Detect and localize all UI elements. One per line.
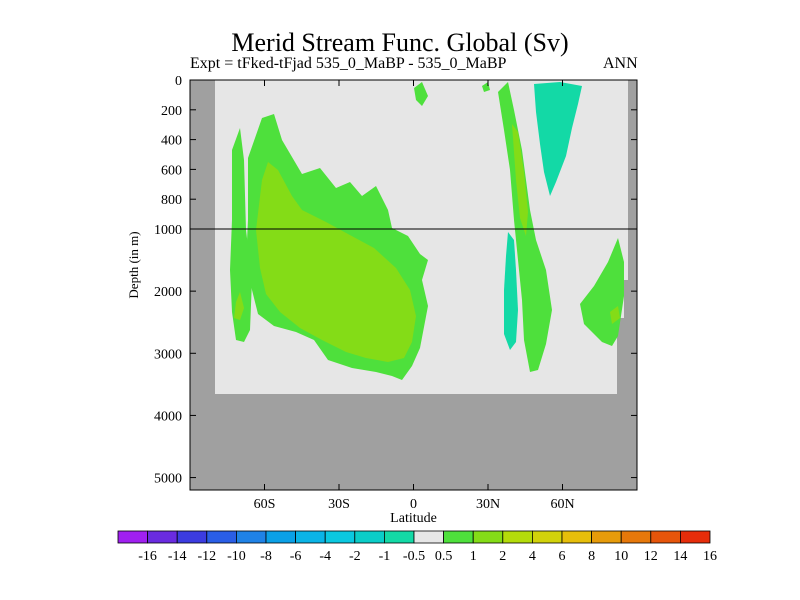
- y-tick-label: 4000: [154, 409, 182, 424]
- colorbar-label: -8: [260, 549, 272, 564]
- y-tick-label: 800: [161, 193, 182, 208]
- land-mask-south: [190, 80, 215, 394]
- colorbar-swatch: [650, 530, 681, 544]
- colorbar-label: -0.5: [403, 549, 425, 564]
- y-tick-label: 600: [161, 163, 182, 178]
- colorbar-swatch: [443, 530, 474, 544]
- colorbar-label: 6: [559, 549, 566, 564]
- colorbar-label: -14: [168, 549, 187, 564]
- contour-south-cell-inner: [256, 162, 416, 362]
- x-tick-label: 60N: [550, 497, 574, 512]
- contour-equator-blob: [414, 82, 428, 106]
- x-axis-label: Latitude: [390, 511, 437, 526]
- chart-subtitle-experiment: Expt = tFked-tFjad 535_0_MaBP - 535_0_Ma…: [190, 55, 507, 72]
- colorbar-label: -16: [138, 549, 157, 564]
- colorbar-label: 10: [614, 549, 628, 564]
- colorbar-swatch: [383, 530, 415, 544]
- contour-far-north-core: [610, 306, 620, 324]
- colorbar-label: -6: [290, 549, 302, 564]
- colorbar-swatch: [117, 530, 149, 544]
- colorbar-label: 0.5: [435, 549, 453, 564]
- y-tick-label: 0: [175, 74, 182, 89]
- chart-subtitle-season: ANN: [603, 55, 638, 72]
- y-axis-label: Depth (in m): [126, 231, 141, 298]
- colorbar-swatch: [176, 530, 208, 544]
- colorbar-swatch: [295, 530, 326, 544]
- colorbar-label: -2: [349, 549, 361, 564]
- colorbar-label: 14: [673, 549, 687, 564]
- y-tick-label: 2000: [154, 285, 182, 300]
- colorbar-swatch: [591, 530, 622, 544]
- colorbar-swatch: [561, 530, 593, 544]
- colorbar-swatch: [265, 530, 297, 544]
- y-tick-label: 5000: [154, 472, 182, 487]
- colorbar-swatch: [620, 530, 652, 544]
- colorbar-label: 16: [703, 549, 717, 564]
- colorbar-label: 12: [644, 549, 658, 564]
- axes: 60S 30S 0 30N 60NLatitude0200400600800100020…: [126, 74, 637, 526]
- y-tick-label: 200: [161, 104, 182, 119]
- colorbar-swatch: [147, 530, 178, 544]
- contour-north-negative-upper: [534, 82, 582, 196]
- colorbar-label: 2: [499, 549, 506, 564]
- colorbar-label: 1: [470, 549, 477, 564]
- colorbar-label: -10: [227, 549, 246, 564]
- colorbar-swatch: [472, 530, 504, 544]
- colorbar-label: -4: [319, 549, 331, 564]
- x-tick-label: 30S: [328, 497, 350, 512]
- colorbar-label: -1: [379, 549, 391, 564]
- x-tick-label: 30N: [476, 497, 500, 512]
- colorbar-swatch: [235, 530, 267, 544]
- colorbar-swatch: [502, 530, 533, 544]
- colorbar-swatch: [206, 530, 237, 544]
- colorbar-swatch: [532, 530, 563, 544]
- colorbar: -16 -14 -12 -10 -8 -6 -4 -2 -1 -0.5 0.5 1 2 4 6 8 10 12 14…: [117, 530, 717, 564]
- y-tick-label: 3000: [154, 347, 182, 362]
- land-mask-bottom: [190, 280, 637, 490]
- colorbar-swatch: [324, 530, 356, 544]
- colorbar-label: -12: [197, 549, 216, 564]
- colorbar-swatch: [354, 530, 385, 544]
- colorbar-swatch: [680, 530, 711, 544]
- contour-south-narrow-band: [230, 128, 252, 342]
- contour-north-negative-deep: [504, 232, 518, 350]
- chart-title: Merid Stream Func. Global (Sv): [231, 28, 569, 57]
- y-tick-label: 1000: [154, 223, 182, 238]
- colorbar-label: 4: [529, 549, 536, 564]
- y-tick-label: 400: [161, 134, 182, 149]
- contour-south-narrow-core: [234, 292, 244, 320]
- colorbar-label: 8: [588, 549, 595, 564]
- colorbar-swatch: [413, 530, 445, 544]
- x-tick-label: 0: [410, 497, 417, 512]
- x-tick-label: 60S: [254, 497, 276, 512]
- plot-area: [190, 80, 637, 490]
- contour-north-band-core: [512, 124, 528, 236]
